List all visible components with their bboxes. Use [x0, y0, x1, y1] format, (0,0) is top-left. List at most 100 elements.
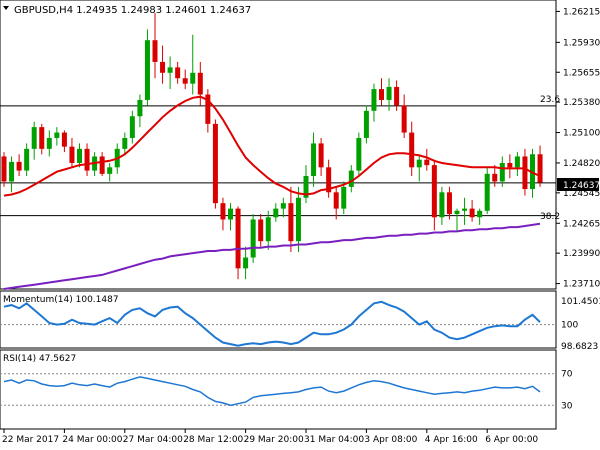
bear-candle	[16, 161, 22, 171]
bear-candle	[537, 154, 543, 183]
time-axis-tick: 31 Mar 04:00	[304, 435, 364, 445]
bear-candle	[220, 203, 226, 220]
bear-candle	[197, 72, 203, 95]
bull-candle	[348, 170, 354, 187]
time-axis-tick: 29 Mar 20:00	[244, 435, 304, 445]
bear-candle	[235, 208, 241, 269]
price-axis-tick: 1.23990	[563, 249, 600, 259]
bear-candle	[333, 192, 339, 209]
bull-candle	[273, 208, 279, 218]
bear-candle	[61, 132, 67, 147]
bull-candle	[499, 162, 505, 182]
bull-candle	[341, 186, 347, 209]
bear-candle	[446, 192, 452, 215]
bear-candle	[318, 143, 324, 168]
bull-candle	[31, 127, 37, 149]
bear-candle	[99, 156, 105, 174]
bull-candle	[107, 167, 113, 174]
bull-candle	[303, 176, 309, 198]
bull-candle	[371, 89, 377, 111]
time-axis-tick: 27 Mar 04:00	[123, 435, 183, 445]
bull-candle	[454, 210, 460, 215]
fib-label-38-2: 38.2	[540, 212, 560, 222]
bear-candle	[258, 219, 264, 242]
bull-candle	[462, 208, 468, 211]
bull-candle	[144, 40, 150, 100]
time-axis-tick: 24 Mar 00:00	[62, 435, 122, 445]
current-price-label: 1.24637	[563, 181, 600, 191]
rsi-line	[3, 376, 541, 407]
momentum-axis-tick: 100	[561, 321, 578, 331]
current-price-tag	[557, 178, 599, 191]
bull-candle	[386, 86, 392, 100]
bear-candle	[69, 146, 75, 163]
bear-candle	[492, 173, 498, 182]
bear-candle	[326, 167, 332, 193]
chart-header: GBPUSD,H4 1.24935 1.24983 1.24601 1.2463…	[14, 5, 251, 16]
time-axis-tick: 6 Apr 00:00	[485, 435, 538, 445]
menu-triangle-icon[interactable]	[3, 6, 9, 10]
bear-candle	[379, 89, 384, 100]
bear-candle	[424, 159, 430, 166]
sma-fast-line	[3, 95, 541, 197]
time-axis-tick: 28 Mar 12:00	[183, 435, 243, 445]
bull-candle	[129, 116, 135, 138]
bear-candle	[469, 208, 475, 218]
bear-candle	[205, 94, 211, 124]
rsi-axis-tick: 70	[561, 370, 573, 380]
bull-candle	[295, 197, 301, 242]
bull-candle	[477, 210, 483, 218]
price-axis-tick: 1.26215	[563, 7, 600, 17]
bull-candle	[137, 99, 143, 117]
fib-label-23-6: 23.6	[540, 95, 560, 105]
time-axis-tick: 22 Mar 2017	[2, 435, 59, 445]
price-axis-tick: 1.25655	[563, 68, 600, 78]
price-axis-tick: 1.23710	[563, 280, 600, 290]
bull-candle	[363, 110, 369, 138]
price-axis-tick: 1.24820	[563, 159, 600, 169]
bull-candle	[311, 143, 317, 177]
bull-candle	[439, 192, 445, 218]
bull-candle	[243, 257, 249, 269]
bear-candle	[152, 40, 158, 62]
price-axis-tick: 1.25930	[563, 38, 600, 48]
bear-candle	[507, 162, 513, 168]
bull-candle	[484, 173, 490, 211]
bull-candle	[416, 159, 422, 168]
bull-candle	[46, 137, 52, 149]
bear-candle	[212, 123, 218, 204]
bull-candle	[228, 208, 233, 220]
momentum-axis-tick: 98.6823	[561, 342, 598, 352]
main-pane	[0, 0, 557, 290]
momentum-axis-tick: 101.4501	[561, 297, 600, 307]
time-axis-tick: 4 Apr 16:00	[425, 435, 478, 445]
price-axis-tick: 1.24265	[563, 219, 600, 229]
bull-candle	[167, 67, 173, 73]
bull-candle	[9, 161, 15, 182]
price-axis-tick: 1.24545	[563, 189, 600, 199]
bear-candle	[288, 203, 294, 242]
bull-candle	[514, 156, 520, 168]
momentum-label: Momentum(14) 100.1487	[3, 295, 119, 305]
bull-candle	[54, 132, 60, 138]
sma-slow-line	[3, 222, 541, 290]
bear-candle	[431, 165, 437, 218]
bull-candle	[250, 219, 256, 258]
bear-candle	[175, 67, 181, 79]
momentum-line	[3, 300, 541, 347]
bear-candle	[182, 78, 188, 84]
price-axis-tick: 1.25380	[563, 98, 600, 108]
bear-candle	[394, 86, 400, 106]
bull-candle	[122, 137, 128, 149]
time-axis-tick: 3 Apr 08:00	[364, 435, 417, 445]
bull-candle	[77, 148, 82, 163]
bull-candle	[265, 217, 271, 242]
rsi-pane	[0, 349, 557, 430]
bull-candle	[24, 148, 30, 171]
bull-candle	[356, 137, 362, 171]
bear-candle	[1, 156, 7, 182]
bull-candle	[190, 72, 196, 84]
bear-candle	[84, 148, 90, 171]
